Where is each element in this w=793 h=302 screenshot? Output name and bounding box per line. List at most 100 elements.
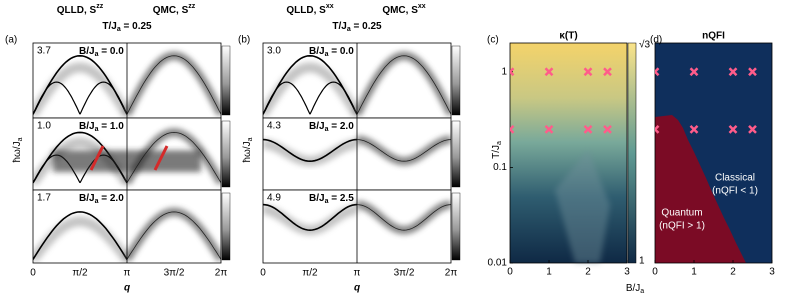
quantum-region bbox=[655, 115, 746, 263]
markers bbox=[655, 67, 757, 134]
arrow bbox=[153, 145, 169, 171]
marker bbox=[544, 124, 554, 134]
condition-rest: = 0.25 bbox=[351, 21, 382, 32]
x-axis-label: B/Ja bbox=[626, 283, 644, 296]
field-label-sub: a bbox=[95, 126, 99, 133]
condition-sub: a bbox=[347, 26, 351, 33]
y-axis-label: ħω/Ja bbox=[242, 137, 255, 162]
curve bbox=[33, 54, 128, 115]
plot-frame bbox=[654, 42, 773, 264]
x-axis-label: q bbox=[124, 283, 130, 294]
curve bbox=[263, 81, 311, 115]
marker bbox=[510, 124, 515, 134]
condition-main: T/J bbox=[102, 21, 116, 32]
panel-title-main: QLLD, S bbox=[57, 5, 97, 16]
field-label-rest: = 2.5 bbox=[328, 193, 354, 204]
panel-title: QMC, Szz bbox=[153, 3, 196, 15]
colorbar bbox=[221, 192, 231, 261]
x-tick-label: 0 bbox=[652, 267, 658, 278]
curve bbox=[356, 55, 451, 115]
y-axis-label: ħω/Ja bbox=[12, 137, 25, 162]
curve bbox=[263, 138, 358, 163]
haze bbox=[33, 216, 131, 263]
field-label: B/Ja = 2.0 bbox=[309, 121, 354, 134]
field-label-sub: a bbox=[95, 198, 99, 205]
curve bbox=[356, 204, 451, 231]
colorbar bbox=[221, 120, 231, 188]
curve bbox=[126, 55, 221, 115]
field-label-rest: = 2.0 bbox=[98, 193, 124, 204]
colorbar bbox=[451, 120, 461, 188]
field-label-main: B/J bbox=[309, 46, 325, 57]
colorbar bbox=[627, 42, 637, 264]
field-label-sub: a bbox=[325, 51, 329, 58]
y-axis-label-sub: a bbox=[247, 137, 254, 141]
condition-rest: = 0.25 bbox=[121, 21, 152, 32]
y-tick-label: 0.1 bbox=[493, 162, 507, 173]
colorbar bbox=[451, 45, 461, 116]
scale-label: 3.7 bbox=[37, 46, 51, 57]
field-label-sub: a bbox=[325, 198, 329, 205]
curve bbox=[33, 81, 81, 115]
marker bbox=[583, 124, 593, 134]
panel-label: (b) bbox=[238, 35, 250, 46]
x-tick-label: 3 bbox=[624, 267, 630, 278]
marker bbox=[728, 124, 738, 134]
x-tick-label: 0 bbox=[507, 267, 513, 278]
panel-label: (c) bbox=[487, 35, 499, 46]
y-axis-label-main: T/J bbox=[491, 145, 502, 159]
scale-label: 4.9 bbox=[267, 193, 281, 204]
x-tick-label: 0 bbox=[260, 268, 266, 279]
x-tick-label: 2π bbox=[445, 268, 458, 279]
panel-title-sup: xx bbox=[326, 3, 334, 10]
field-label-main: B/J bbox=[79, 46, 95, 57]
curve bbox=[263, 54, 358, 115]
x-tick-label: π/2 bbox=[302, 268, 318, 279]
x-axis-label-sub: a bbox=[640, 288, 644, 295]
colorbar bbox=[221, 45, 231, 116]
curve bbox=[126, 211, 221, 260]
marker bbox=[603, 67, 612, 77]
panel-title-sup: xx bbox=[418, 3, 426, 10]
marker bbox=[748, 124, 757, 134]
colorbar bbox=[451, 192, 461, 261]
panel-label: (d) bbox=[650, 35, 662, 46]
field-label-main: B/J bbox=[79, 193, 95, 204]
curve bbox=[33, 211, 128, 260]
x-tick-label: 2 bbox=[730, 267, 736, 278]
haze bbox=[33, 62, 132, 118]
x-tick-label: π bbox=[124, 268, 131, 279]
field-label-main: B/J bbox=[309, 121, 325, 132]
x-axis-label: q bbox=[354, 283, 360, 294]
condition-main: T/J bbox=[332, 21, 346, 32]
kappa-shade bbox=[555, 150, 610, 263]
field-label-sub: a bbox=[95, 51, 99, 58]
panel-label: (a) bbox=[5, 35, 17, 46]
curve bbox=[263, 203, 358, 232]
colorbar-label: 1 bbox=[639, 256, 645, 267]
field-label-rest: = 0.0 bbox=[328, 46, 354, 57]
x-tick-label: 2 bbox=[585, 267, 591, 278]
chart-title: nQFI bbox=[702, 31, 725, 42]
marker bbox=[748, 67, 757, 77]
region-name: Classical bbox=[715, 173, 755, 184]
x-axis-label-main: B/J bbox=[626, 283, 640, 294]
region-note: (nQFI < 1) bbox=[712, 186, 758, 197]
y-axis-label-main: ħω/J bbox=[242, 141, 253, 162]
marker bbox=[655, 67, 660, 77]
x-tick-label: 3 bbox=[769, 267, 775, 278]
marker bbox=[510, 67, 515, 77]
panel-title-main: QMC, S bbox=[153, 5, 189, 16]
condition: T/Ja = 0.25 bbox=[102, 21, 152, 34]
marker bbox=[603, 124, 612, 134]
marker bbox=[689, 67, 699, 77]
field-label: B/Ja = 1.0 bbox=[79, 121, 124, 134]
field-label: B/Ja = 0.0 bbox=[79, 46, 124, 59]
panel-title-main: QLLD, S bbox=[286, 5, 326, 16]
panel-title: QLLD, Sxx bbox=[286, 3, 333, 15]
marker bbox=[689, 124, 699, 134]
field-label: B/Ja = 0.0 bbox=[309, 46, 354, 59]
x-tick-label: π/2 bbox=[72, 268, 88, 279]
curve bbox=[356, 139, 451, 162]
